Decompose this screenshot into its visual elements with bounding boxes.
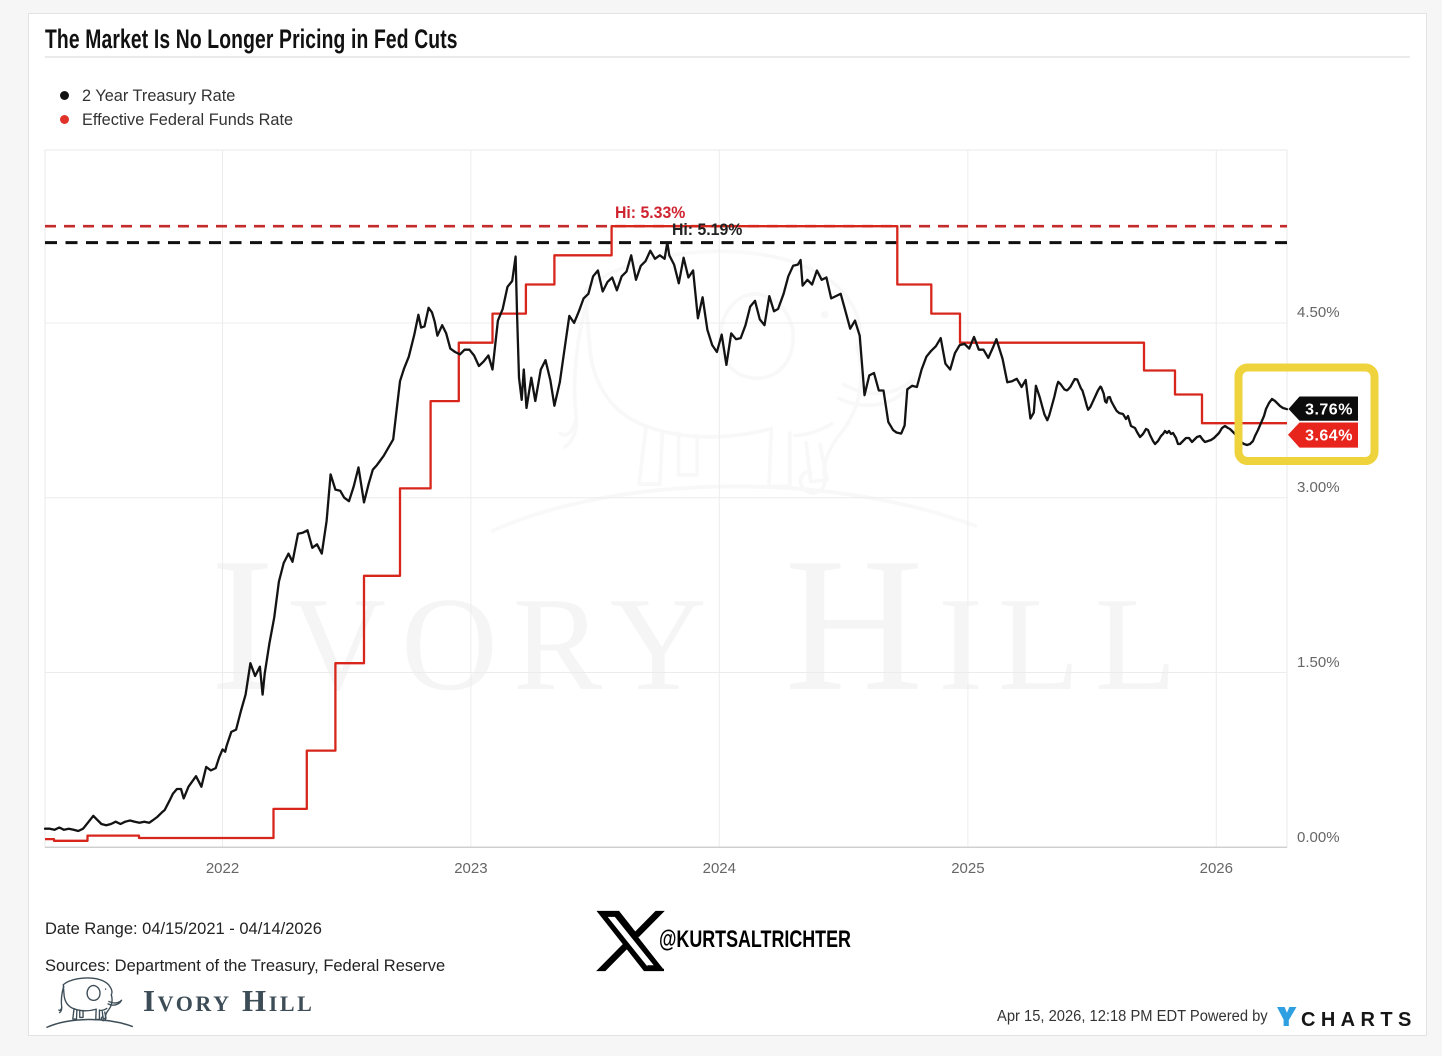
svg-text:3.76%: 3.76% [1305, 402, 1353, 419]
svg-text:3.64%: 3.64% [1305, 428, 1353, 445]
svg-text:CHARTS: CHARTS [1301, 1009, 1417, 1031]
